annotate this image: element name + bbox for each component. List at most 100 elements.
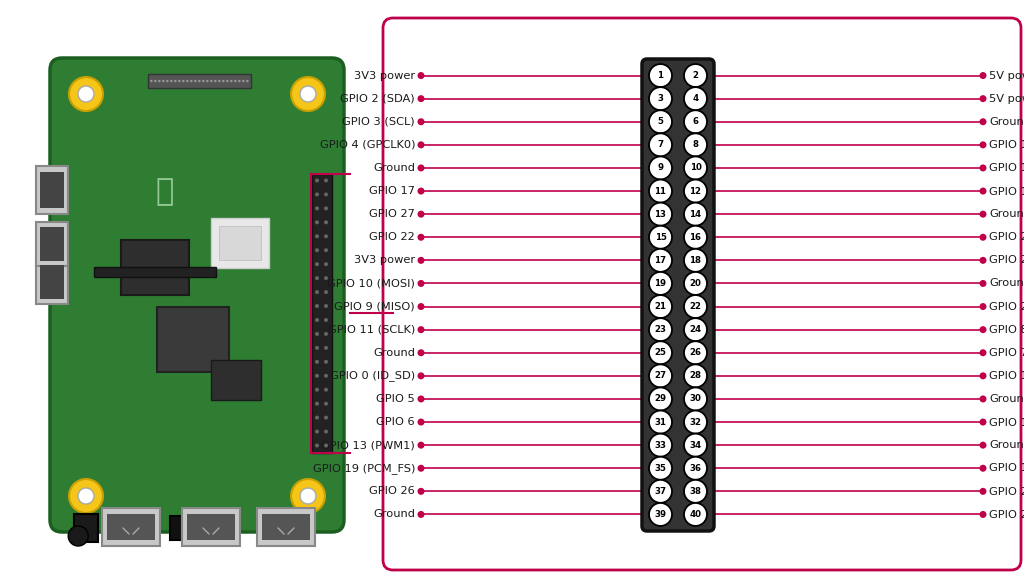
Circle shape — [684, 341, 707, 364]
Circle shape — [684, 318, 707, 341]
Text: GPIO 1 (ID_SC): GPIO 1 (ID_SC) — [989, 370, 1024, 381]
Circle shape — [418, 280, 425, 287]
Circle shape — [980, 488, 986, 495]
Circle shape — [182, 80, 184, 82]
Text: GPIO 26: GPIO 26 — [370, 486, 415, 496]
Circle shape — [684, 387, 707, 410]
Circle shape — [649, 226, 672, 249]
Circle shape — [324, 179, 328, 182]
Text: 23: 23 — [654, 325, 667, 334]
Circle shape — [418, 372, 425, 379]
Circle shape — [214, 80, 217, 82]
Circle shape — [418, 349, 425, 356]
Circle shape — [324, 360, 328, 364]
Circle shape — [324, 262, 328, 266]
Text: 10: 10 — [689, 163, 701, 172]
Text: 2: 2 — [692, 71, 698, 80]
Text: 7: 7 — [657, 141, 664, 149]
Circle shape — [649, 156, 672, 179]
Circle shape — [324, 248, 328, 252]
Text: 1: 1 — [657, 71, 664, 80]
Circle shape — [980, 280, 986, 287]
Circle shape — [418, 511, 425, 518]
Text: 32: 32 — [689, 417, 701, 426]
FancyBboxPatch shape — [148, 74, 251, 88]
Text: 38: 38 — [689, 487, 701, 496]
FancyBboxPatch shape — [74, 514, 98, 542]
Circle shape — [418, 396, 425, 402]
Circle shape — [684, 111, 707, 133]
Circle shape — [315, 402, 319, 406]
Text: 4: 4 — [692, 94, 698, 103]
Circle shape — [206, 80, 209, 82]
Circle shape — [202, 80, 205, 82]
Circle shape — [684, 410, 707, 433]
FancyBboxPatch shape — [211, 218, 268, 268]
Circle shape — [418, 95, 425, 102]
Circle shape — [649, 457, 672, 480]
Circle shape — [980, 95, 986, 102]
Circle shape — [649, 295, 672, 318]
Circle shape — [315, 179, 319, 182]
Circle shape — [162, 80, 165, 82]
Circle shape — [649, 480, 672, 503]
Circle shape — [684, 480, 707, 503]
Circle shape — [315, 318, 319, 322]
Text: Ground: Ground — [989, 394, 1024, 404]
Text: 13: 13 — [654, 210, 667, 219]
Text: GPIO 22: GPIO 22 — [370, 232, 415, 242]
Circle shape — [684, 179, 707, 202]
Circle shape — [649, 503, 672, 526]
Text: GPIO 13 (PWM1): GPIO 13 (PWM1) — [322, 440, 415, 450]
Circle shape — [324, 290, 328, 294]
Circle shape — [324, 402, 328, 406]
Text: 31: 31 — [654, 417, 667, 426]
Text: GPIO 25: GPIO 25 — [989, 302, 1024, 312]
Text: Ground: Ground — [989, 209, 1024, 219]
Circle shape — [324, 318, 328, 322]
Circle shape — [418, 141, 425, 148]
Text: Ground: Ground — [989, 117, 1024, 127]
Text: Ground: Ground — [989, 440, 1024, 450]
Circle shape — [315, 248, 319, 252]
Circle shape — [246, 80, 249, 82]
FancyBboxPatch shape — [211, 360, 260, 400]
Circle shape — [315, 360, 319, 364]
Text: 19: 19 — [654, 279, 667, 288]
Text: GPIO 11 (SCLK): GPIO 11 (SCLK) — [328, 325, 415, 335]
Text: GPIO 20 (PCM_DIN): GPIO 20 (PCM_DIN) — [989, 486, 1024, 497]
Circle shape — [649, 64, 672, 87]
Circle shape — [980, 303, 986, 310]
Text: GPIO 8 (CE0): GPIO 8 (CE0) — [989, 325, 1024, 335]
Circle shape — [324, 206, 328, 211]
Text: GPIO 18 (PCM_CLK): GPIO 18 (PCM_CLK) — [989, 186, 1024, 196]
Circle shape — [980, 349, 986, 356]
Circle shape — [684, 365, 707, 387]
Circle shape — [315, 192, 319, 196]
Text: Ground: Ground — [373, 348, 415, 358]
Text: 30: 30 — [689, 395, 701, 403]
Circle shape — [684, 457, 707, 480]
Circle shape — [418, 488, 425, 495]
Circle shape — [218, 80, 220, 82]
Circle shape — [649, 111, 672, 133]
Text: 3V3 power: 3V3 power — [354, 255, 415, 265]
Circle shape — [199, 80, 201, 82]
Text: GPIO 15 (RXD): GPIO 15 (RXD) — [989, 163, 1024, 173]
Text: 29: 29 — [654, 395, 667, 403]
Text: 3: 3 — [657, 94, 664, 103]
FancyBboxPatch shape — [642, 59, 714, 531]
Circle shape — [418, 257, 425, 264]
Text: 25: 25 — [654, 348, 667, 358]
Text: GPIO 7 (CE1): GPIO 7 (CE1) — [989, 348, 1024, 358]
FancyBboxPatch shape — [40, 227, 63, 260]
Text: 11: 11 — [654, 186, 667, 196]
Circle shape — [418, 72, 425, 79]
Circle shape — [170, 80, 173, 82]
Text: GPIO 14 (TXD): GPIO 14 (TXD) — [989, 140, 1024, 150]
Text: 6: 6 — [692, 117, 698, 126]
FancyBboxPatch shape — [120, 516, 158, 540]
Circle shape — [226, 80, 228, 82]
Circle shape — [324, 304, 328, 308]
Text: GPIO 6: GPIO 6 — [377, 417, 415, 427]
